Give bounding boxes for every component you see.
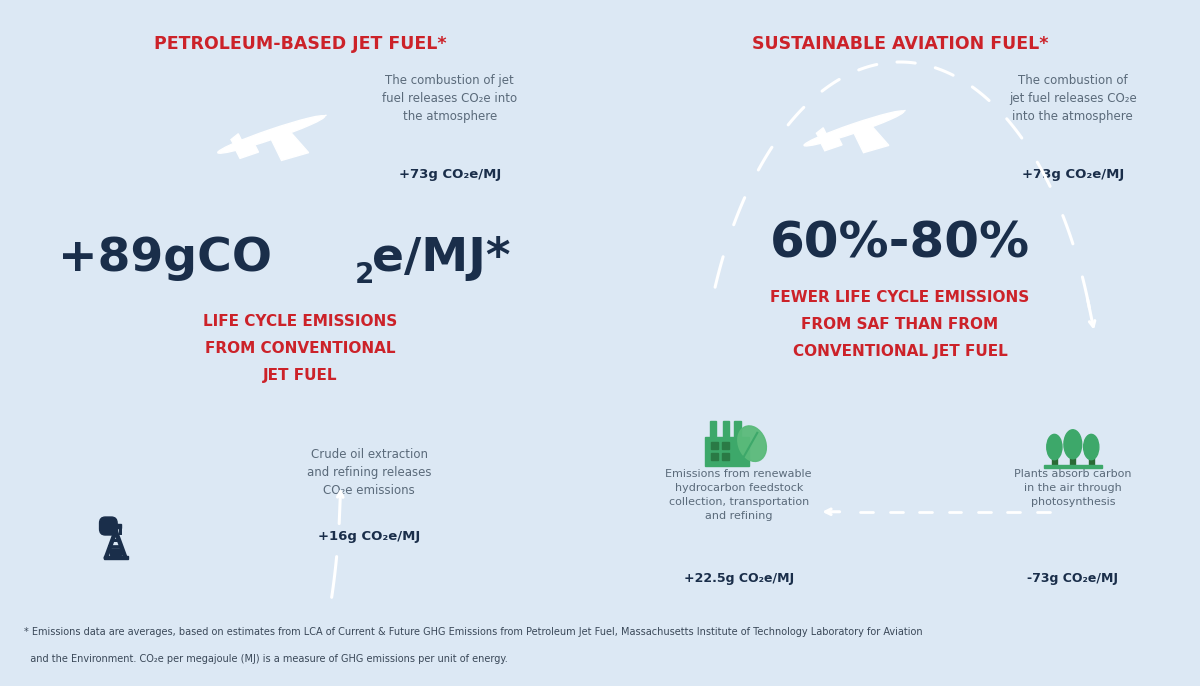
- Text: 60%-80%: 60%-80%: [770, 219, 1030, 267]
- Ellipse shape: [1084, 434, 1099, 460]
- Ellipse shape: [804, 111, 904, 146]
- Polygon shape: [820, 134, 842, 151]
- Text: FROM CONVENTIONAL: FROM CONVENTIONAL: [205, 341, 395, 356]
- Polygon shape: [234, 141, 258, 158]
- Bar: [722, 453, 730, 460]
- Text: and the Environment. CO₂e per megajoule (MJ) is a measure of GHG emissions per u: and the Environment. CO₂e per megajoule …: [24, 654, 508, 665]
- Bar: [103, 556, 127, 559]
- Bar: [710, 442, 718, 449]
- Polygon shape: [852, 123, 889, 153]
- Text: FEWER LIFE CYCLE EMISSIONS: FEWER LIFE CYCLE EMISSIONS: [770, 290, 1030, 305]
- Ellipse shape: [217, 116, 325, 153]
- Polygon shape: [230, 134, 244, 147]
- Bar: [1052, 456, 1057, 466]
- Text: PETROLEUM-BASED JET FUEL*: PETROLEUM-BASED JET FUEL*: [154, 35, 446, 53]
- Text: 2: 2: [355, 261, 374, 289]
- Bar: [110, 549, 121, 555]
- Bar: [706, 436, 749, 466]
- Bar: [724, 421, 730, 436]
- Ellipse shape: [1046, 434, 1062, 460]
- Bar: [722, 442, 730, 449]
- Ellipse shape: [1064, 429, 1081, 459]
- Text: +89gCO: +89gCO: [58, 236, 272, 281]
- Bar: [1070, 453, 1075, 466]
- Bar: [1044, 464, 1102, 469]
- Text: Crude oil extraction
and refining releases
CO₂e emissions: Crude oil extraction and refining releas…: [307, 449, 431, 497]
- Polygon shape: [268, 115, 326, 137]
- Text: Emissions from renewable
hydrocarbon feedstock
collection, transportation
and re: Emissions from renewable hydrocarbon fee…: [666, 469, 812, 521]
- Polygon shape: [851, 110, 906, 130]
- Ellipse shape: [738, 426, 767, 462]
- FancyBboxPatch shape: [100, 517, 118, 535]
- Polygon shape: [269, 129, 308, 161]
- Text: +73g CO₂e/MJ: +73g CO₂e/MJ: [1021, 167, 1124, 180]
- Text: The combustion of
jet fuel releases CO₂e
into the atmosphere: The combustion of jet fuel releases CO₂e…: [1009, 74, 1136, 123]
- Bar: [734, 421, 740, 436]
- Text: e/MJ*: e/MJ*: [372, 236, 510, 281]
- Text: +16g CO₂e/MJ: +16g CO₂e/MJ: [318, 530, 420, 543]
- Text: The combustion of jet
fuel releases CO₂e into
the atmosphere: The combustion of jet fuel releases CO₂e…: [382, 74, 517, 123]
- Bar: [1088, 456, 1093, 466]
- Polygon shape: [816, 128, 828, 140]
- Bar: [709, 421, 715, 436]
- Text: LIFE CYCLE EMISSIONS: LIFE CYCLE EMISSIONS: [203, 314, 397, 329]
- Text: JET FUEL: JET FUEL: [263, 368, 337, 383]
- Text: +22.5g CO₂e/MJ: +22.5g CO₂e/MJ: [684, 572, 793, 585]
- Text: Plants absorb carbon
in the air through
photosynthesis: Plants absorb carbon in the air through …: [1014, 469, 1132, 508]
- Bar: [110, 524, 121, 528]
- Text: +73g CO₂e/MJ: +73g CO₂e/MJ: [398, 167, 500, 180]
- Text: CONVENTIONAL JET FUEL: CONVENTIONAL JET FUEL: [793, 344, 1007, 359]
- Text: -73g CO₂e/MJ: -73g CO₂e/MJ: [1027, 572, 1118, 585]
- Text: SUSTAINABLE AVIATION FUEL*: SUSTAINABLE AVIATION FUEL*: [751, 35, 1049, 53]
- Text: FROM SAF THAN FROM: FROM SAF THAN FROM: [802, 317, 998, 332]
- Bar: [710, 453, 718, 460]
- Text: * Emissions data are averages, based on estimates from LCA of Current & Future G: * Emissions data are averages, based on …: [24, 627, 923, 637]
